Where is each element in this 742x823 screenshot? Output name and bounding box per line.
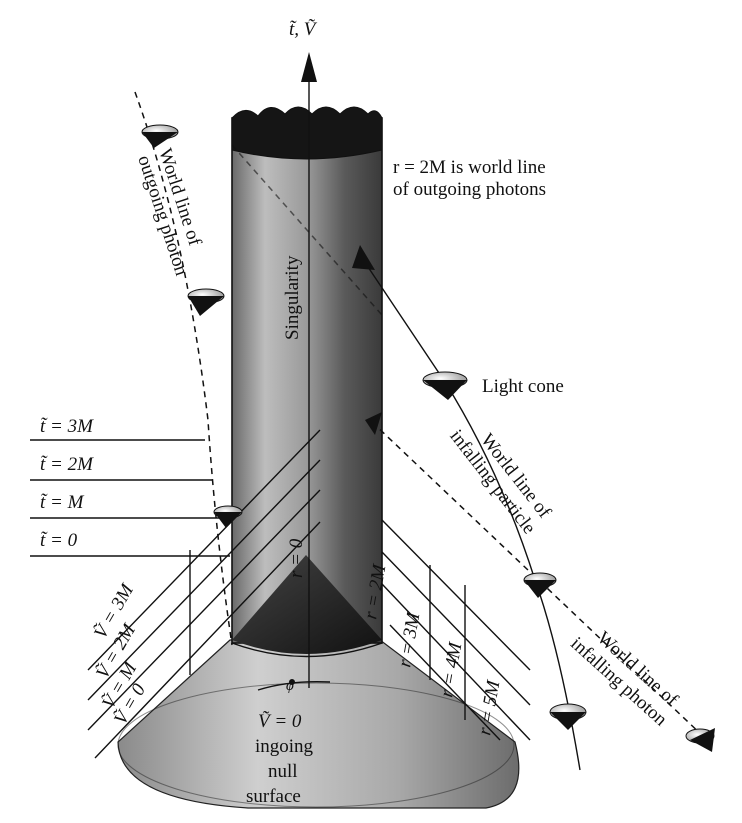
t-level-0: t̃ = 0 bbox=[40, 530, 78, 551]
cone-label-line4: surface bbox=[246, 786, 301, 807]
cone-label-line2: ingoing bbox=[255, 736, 314, 757]
r-level-3m: r = 3M bbox=[394, 610, 424, 669]
light-cone-icon bbox=[187, 288, 225, 316]
light-cone-icon bbox=[523, 572, 557, 598]
light-cones bbox=[141, 124, 715, 752]
phi-marker: ϕ bbox=[257, 678, 331, 694]
light-cone-icon bbox=[549, 703, 587, 730]
light-cone-icon bbox=[685, 728, 715, 752]
singularity-cylinder bbox=[231, 106, 383, 658]
axis-label: t̃, Ṽ bbox=[289, 19, 318, 40]
singularity-label: Singularity bbox=[282, 255, 303, 340]
cylinder-inner-cone bbox=[232, 555, 382, 654]
phi-label: ϕ bbox=[286, 678, 294, 694]
r-level-4m: r = 4M bbox=[436, 640, 466, 699]
light-cone-label: Light cone bbox=[482, 376, 564, 397]
t-level-m: t̃ = M bbox=[40, 492, 85, 513]
r2m-label-line2: of outgoing photons bbox=[393, 179, 546, 200]
r-zero-label: r = 0 bbox=[286, 538, 307, 578]
time-axis: t̃, Ṽ bbox=[289, 19, 318, 688]
light-cone-icon bbox=[352, 245, 375, 270]
infalling-photon-worldline bbox=[231, 144, 706, 739]
infalling-particle-label: World line of infalling particle bbox=[445, 426, 555, 538]
light-cone-icon bbox=[365, 412, 382, 435]
cylinder-torn-top bbox=[231, 106, 383, 160]
null-cone-surface bbox=[117, 639, 520, 809]
r2m-label-line1: r = 2M is world line bbox=[393, 157, 546, 178]
axis-arrowhead-icon bbox=[301, 52, 317, 82]
cone-label-line3: null bbox=[268, 761, 298, 782]
t-level-2m: t̃ = 2M bbox=[40, 454, 94, 475]
t-level-3m: t̃ = 3M bbox=[40, 416, 94, 437]
t-level-lines bbox=[30, 439, 230, 557]
light-cone-icon bbox=[213, 505, 243, 528]
v-level-lines bbox=[87, 429, 321, 759]
cone-label-line1: Ṽ = 0 bbox=[258, 711, 302, 732]
r-level-lines bbox=[381, 519, 531, 741]
light-cone-icon bbox=[422, 371, 468, 400]
outgoing-photon-label: World line of outgoing photon bbox=[133, 146, 205, 279]
light-cone-icon bbox=[141, 124, 179, 148]
outgoing-photon-worldline bbox=[134, 91, 233, 646]
